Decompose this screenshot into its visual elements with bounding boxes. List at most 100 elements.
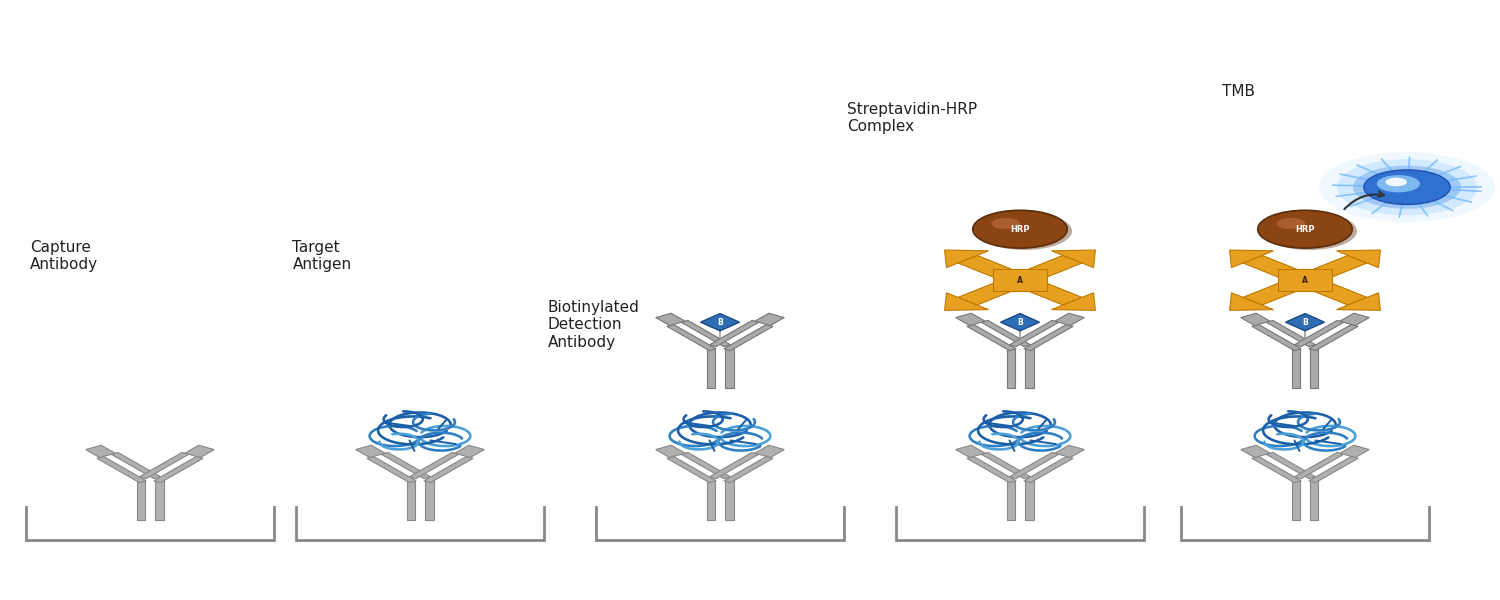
Polygon shape xyxy=(184,445,214,458)
Polygon shape xyxy=(981,452,1030,479)
Polygon shape xyxy=(710,452,759,479)
Bar xyxy=(1311,347,1318,388)
Polygon shape xyxy=(1340,313,1370,326)
Polygon shape xyxy=(1054,313,1084,326)
Polygon shape xyxy=(154,457,203,482)
Polygon shape xyxy=(1024,457,1072,482)
Polygon shape xyxy=(381,452,430,479)
Text: Target
Antigen: Target Antigen xyxy=(292,240,351,272)
Bar xyxy=(156,480,164,520)
Polygon shape xyxy=(86,445,116,458)
Circle shape xyxy=(1263,212,1358,250)
Text: Capture
Antibody: Capture Antibody xyxy=(30,240,98,272)
Bar xyxy=(1007,480,1014,520)
Polygon shape xyxy=(956,445,986,458)
Circle shape xyxy=(1353,166,1461,209)
Bar xyxy=(1311,480,1318,520)
Polygon shape xyxy=(724,457,772,482)
Polygon shape xyxy=(1294,452,1344,479)
Polygon shape xyxy=(111,452,160,479)
Polygon shape xyxy=(958,277,1029,305)
Polygon shape xyxy=(1310,325,1358,350)
Circle shape xyxy=(1336,159,1478,215)
Polygon shape xyxy=(1294,320,1344,347)
Polygon shape xyxy=(1011,256,1082,284)
Polygon shape xyxy=(754,445,784,458)
Polygon shape xyxy=(410,452,459,479)
Circle shape xyxy=(1276,218,1305,229)
Polygon shape xyxy=(1054,445,1084,458)
Polygon shape xyxy=(1336,293,1380,310)
Polygon shape xyxy=(958,256,1029,284)
Polygon shape xyxy=(981,320,1030,347)
Polygon shape xyxy=(956,313,986,326)
Polygon shape xyxy=(1296,256,1366,284)
Polygon shape xyxy=(1266,320,1316,347)
Bar xyxy=(1292,480,1299,520)
Polygon shape xyxy=(656,445,686,458)
Bar xyxy=(406,480,414,520)
Text: HRP: HRP xyxy=(1011,224,1029,233)
Polygon shape xyxy=(1010,320,1059,347)
Bar xyxy=(426,480,433,520)
Polygon shape xyxy=(1252,325,1300,350)
Polygon shape xyxy=(724,325,772,350)
Text: HRP: HRP xyxy=(1294,224,1314,233)
Polygon shape xyxy=(1252,457,1300,482)
Bar xyxy=(1278,269,1332,291)
Text: TMB: TMB xyxy=(1222,84,1256,99)
Polygon shape xyxy=(681,320,730,347)
Polygon shape xyxy=(1310,457,1358,482)
Polygon shape xyxy=(710,320,759,347)
Circle shape xyxy=(974,210,1068,248)
Polygon shape xyxy=(945,250,988,268)
Polygon shape xyxy=(1244,277,1314,305)
Circle shape xyxy=(1257,210,1353,248)
Text: A: A xyxy=(1017,275,1023,284)
Text: Streptavidin-HRP
Complex: Streptavidin-HRP Complex xyxy=(847,102,978,134)
Polygon shape xyxy=(1024,325,1072,350)
Bar xyxy=(1026,480,1033,520)
Polygon shape xyxy=(1052,293,1095,310)
Polygon shape xyxy=(754,313,784,326)
Circle shape xyxy=(1364,170,1450,205)
Polygon shape xyxy=(1010,452,1059,479)
Text: B: B xyxy=(1302,318,1308,326)
Polygon shape xyxy=(1052,250,1095,268)
Text: A: A xyxy=(1302,275,1308,284)
Polygon shape xyxy=(356,445,386,458)
Polygon shape xyxy=(98,457,146,482)
Text: B: B xyxy=(1017,318,1023,326)
Polygon shape xyxy=(1240,445,1270,458)
Circle shape xyxy=(1386,178,1407,187)
Polygon shape xyxy=(656,313,686,326)
Circle shape xyxy=(992,218,1020,229)
Bar xyxy=(136,480,144,520)
Polygon shape xyxy=(1336,250,1380,268)
Polygon shape xyxy=(681,452,730,479)
Polygon shape xyxy=(1296,277,1366,305)
Text: Biotinylated
Detection
Antibody: Biotinylated Detection Antibody xyxy=(548,300,639,350)
Bar xyxy=(726,347,734,388)
Polygon shape xyxy=(968,457,1016,482)
Polygon shape xyxy=(668,325,716,350)
Bar xyxy=(993,269,1047,291)
Bar xyxy=(706,347,714,388)
Polygon shape xyxy=(1266,452,1316,479)
Bar xyxy=(1026,347,1033,388)
Polygon shape xyxy=(945,293,988,310)
Polygon shape xyxy=(1230,250,1274,268)
Polygon shape xyxy=(968,325,1016,350)
Bar xyxy=(726,480,734,520)
Polygon shape xyxy=(140,452,189,479)
Polygon shape xyxy=(1286,314,1324,331)
Polygon shape xyxy=(1240,313,1270,326)
Polygon shape xyxy=(668,457,716,482)
Text: B: B xyxy=(717,318,723,326)
Polygon shape xyxy=(1230,293,1274,310)
Polygon shape xyxy=(454,445,484,458)
Polygon shape xyxy=(1340,445,1370,458)
Polygon shape xyxy=(1000,314,1039,331)
Bar xyxy=(1007,347,1014,388)
Circle shape xyxy=(1320,152,1494,223)
